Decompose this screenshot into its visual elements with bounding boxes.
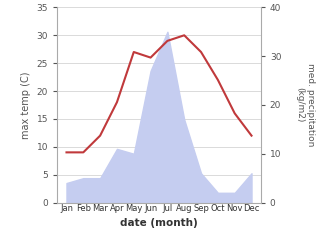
X-axis label: date (month): date (month): [120, 219, 198, 228]
Y-axis label: med. precipitation
(kg/m2): med. precipitation (kg/m2): [295, 63, 315, 147]
Y-axis label: max temp (C): max temp (C): [21, 71, 31, 139]
